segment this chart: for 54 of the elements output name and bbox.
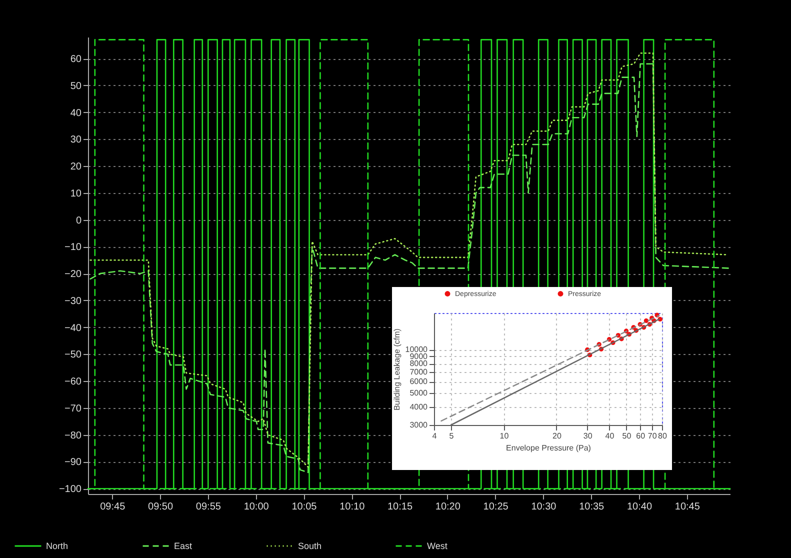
y-tick-label: 50 (70, 80, 82, 92)
y-tick-label: −90 (64, 457, 82, 468)
x-tick-label: 10:00 (244, 502, 270, 512)
y-tick-label: −70 (64, 403, 82, 414)
y-tick-label: 9000 (410, 352, 428, 361)
y-tick-label: 40 (70, 108, 82, 119)
x-tick-label: 09:45 (100, 502, 126, 512)
y-tick-label: 7000 (410, 368, 428, 377)
x-tick-label: 80 (658, 432, 668, 440)
y-tick-label: 3000 (410, 420, 428, 430)
x-tick-label: 10:45 (674, 502, 700, 512)
x-tick-label: 09:50 (148, 502, 174, 512)
y-tick-label: 5000 (410, 388, 428, 398)
y-tick-label: −100 (58, 484, 82, 496)
y-tick-label: 10 (70, 188, 82, 200)
y-tick-label: −60 (64, 376, 82, 388)
y-tick-label: 20 (70, 162, 82, 173)
legend-label: South (298, 541, 322, 551)
x-tick-label: 5 (449, 432, 454, 440)
y-axis-title: Building Leakage (cfm) (392, 328, 402, 410)
x-tick-label: 10:20 (435, 502, 461, 512)
y-tick-label: −40 (64, 322, 82, 334)
x-tick-label: 4 (432, 432, 438, 440)
x-tick-label: 60 (636, 432, 646, 440)
y-tick-label: 30 (70, 134, 82, 146)
y-tick-label: 0 (76, 215, 82, 226)
y-tick-label: −20 (64, 269, 82, 280)
x-tick-label: 10:30 (531, 502, 557, 512)
legend-label: West (427, 541, 448, 551)
x-tick-label: 10:15 (388, 502, 413, 512)
y-tick-label: −50 (64, 350, 82, 361)
x-tick-label: 30 (583, 432, 593, 440)
x-tick-label: 10:40 (627, 502, 652, 512)
x-tick-label: 10 (500, 432, 510, 440)
x-tick-label: 10:05 (292, 502, 318, 512)
x-tick-label: 20 (552, 432, 562, 440)
legend-label: East (174, 541, 193, 551)
y-tick-label: −80 (64, 430, 82, 442)
y-tick-label: −30 (64, 296, 82, 307)
y-tick-label: 4000 (410, 402, 428, 412)
y-tick-label: 6000 (410, 377, 428, 386)
y-tick-label: −10 (64, 242, 82, 254)
x-tick-label: 40 (605, 432, 615, 440)
legend-label: North (46, 541, 68, 551)
y-tick-label: 10000 (405, 345, 428, 354)
x-tick-label: 10:25 (483, 502, 509, 512)
x-tick-label: 70 (648, 432, 658, 440)
x-tick-label: 10:10 (340, 502, 366, 512)
y-tick-label: 60 (70, 54, 82, 66)
x-axis-title: Envelope Pressure (Pa) (506, 444, 592, 452)
y-tick-label: 8000 (410, 359, 428, 368)
x-tick-label: 50 (622, 432, 632, 440)
x-tick-label: 09:55 (196, 502, 222, 512)
x-tick-label: 10:35 (579, 502, 605, 512)
